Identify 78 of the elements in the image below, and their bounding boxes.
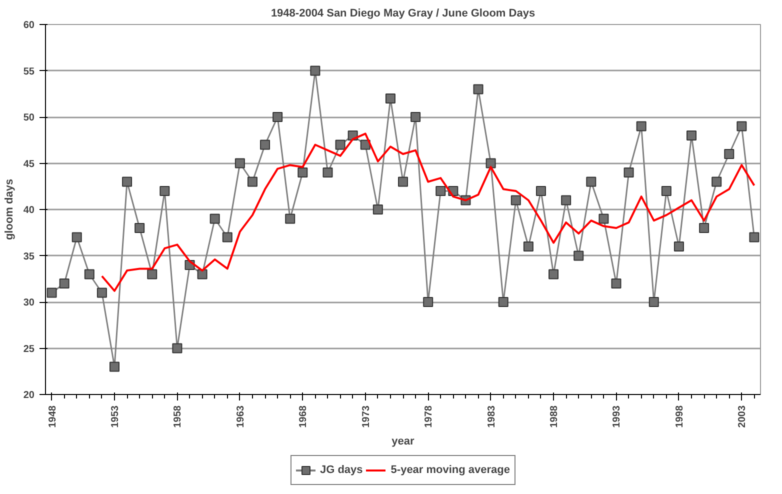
point: [724, 149, 734, 159]
point: [285, 214, 296, 224]
point: [96, 288, 107, 298]
point: [322, 168, 333, 178]
point: [749, 232, 760, 242]
point: [72, 232, 82, 242]
point: [624, 168, 634, 178]
y-tick-label: 50: [23, 112, 35, 124]
point: [160, 186, 170, 196]
y-tick-label: 40: [23, 205, 35, 216]
y-tick-label: 60: [23, 20, 35, 31]
point: [611, 278, 622, 288]
point: [172, 343, 182, 354]
y-tick-label: 35: [23, 251, 35, 262]
x-tick-label: 1993: [612, 405, 623, 428]
point: [536, 186, 546, 196]
point: [648, 297, 659, 307]
point: [147, 269, 158, 280]
point: [548, 269, 559, 280]
point: [510, 195, 521, 206]
point: [473, 84, 484, 94]
point: [310, 66, 320, 76]
point: [598, 214, 609, 224]
x-tick-label: 1958: [172, 405, 184, 428]
point: [59, 278, 70, 288]
x-tick-label: 1973: [360, 405, 372, 428]
y-tick-label: 45: [23, 158, 35, 170]
point: [486, 158, 496, 168]
x-tick-label: 1988: [549, 405, 560, 428]
point: [561, 195, 572, 206]
y-axis-title: gloom days: [3, 178, 16, 240]
point: [260, 140, 270, 150]
y-tick-label: 25: [23, 344, 35, 355]
point: [234, 158, 245, 168]
point: [674, 242, 684, 252]
point: [574, 250, 584, 261]
x-tick-label: 1998: [674, 405, 686, 428]
x-tick-label: 1963: [235, 405, 246, 428]
point: [372, 204, 383, 214]
point: [636, 121, 646, 132]
x-tick-label: 1983: [486, 405, 498, 428]
chart-title: 1948-2004 San Diego May Gray / June Gloom Days: [270, 8, 536, 20]
point: [298, 168, 308, 178]
point: [523, 242, 534, 252]
point: [46, 288, 57, 298]
x-tick-label: 2003: [737, 405, 748, 428]
point: [109, 362, 120, 372]
point: [197, 269, 208, 280]
point: [699, 223, 710, 233]
legend-label: 5-year moving average: [390, 464, 510, 476]
point: [272, 112, 283, 122]
x-axis-title: year: [392, 436, 416, 448]
point: [335, 140, 346, 150]
legend-label: JG days: [320, 464, 363, 476]
x-tick-label: 1953: [110, 405, 121, 428]
point: [712, 176, 722, 187]
point: [398, 176, 408, 187]
point: [385, 94, 396, 104]
point: [586, 176, 596, 187]
y-tick-label: 30: [23, 298, 35, 308]
point: [134, 223, 145, 233]
point: [410, 112, 421, 122]
y-tick-label: 20: [23, 390, 35, 401]
point: [736, 121, 747, 132]
point: [122, 176, 132, 187]
x-tick-label: 1978: [424, 405, 435, 428]
point: [498, 297, 508, 307]
x-tick-label: 1948: [47, 405, 58, 428]
point: [661, 186, 672, 196]
point: [247, 176, 258, 187]
y-tick-label: 55: [23, 66, 35, 78]
point: [423, 297, 434, 307]
point: [222, 232, 232, 242]
point: [436, 186, 446, 196]
point: [686, 130, 697, 140]
point: [84, 269, 94, 280]
x-tick-label: 1968: [298, 405, 310, 428]
point: [210, 214, 220, 224]
